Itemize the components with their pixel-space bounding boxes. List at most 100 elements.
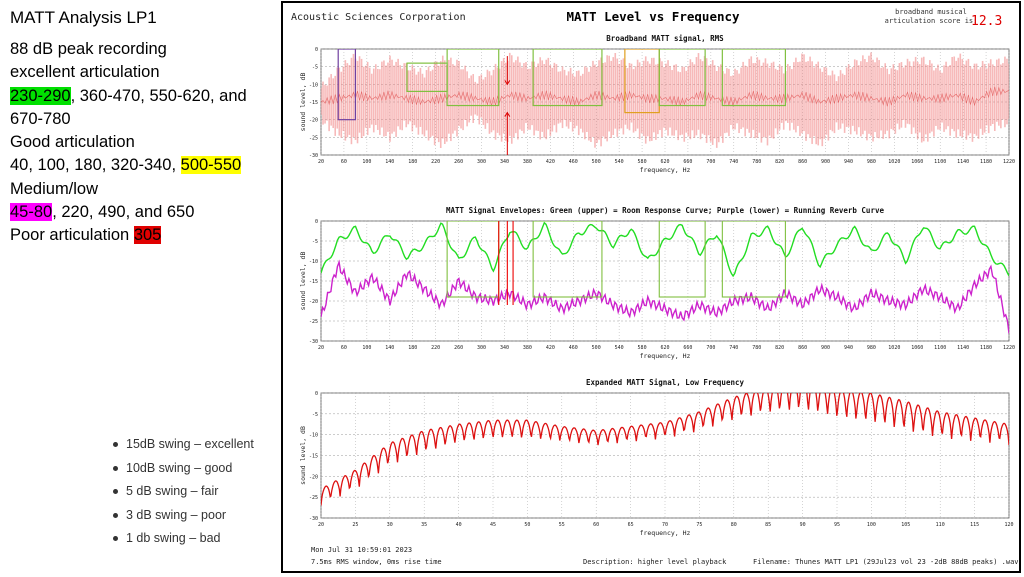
x-tick-label: 1180: [980, 345, 992, 351]
annotation-box: [721, 221, 786, 298]
x-tick-label: 980: [867, 345, 876, 351]
plots-group: Broadband MATT signal, RMS 0 -5 -10 -15 -20 -2…: [299, 34, 1015, 537]
swing-legend-item: 15dB swing – excellent: [112, 433, 254, 457]
y-tick-label: -25: [309, 495, 318, 501]
x-tick-label: 900: [821, 159, 830, 165]
note-line: Medium/low: [10, 178, 247, 201]
x-tick-label: 780: [752, 159, 761, 165]
chart-2: MATT Signal Envelopes: Green (upper) = R…: [299, 206, 1015, 360]
chart-1: Broadband MATT signal, RMS 0 -5 -10 -15 -20 -2…: [299, 34, 1015, 174]
note-line: 230-290, 360-470, 550-620, and: [10, 85, 247, 108]
x-tick-label: 380: [523, 345, 532, 351]
footer-description: Description: higher level playback: [583, 558, 727, 566]
x-tick-label: 1140: [957, 345, 969, 351]
x-tick-label: 1060: [911, 159, 923, 165]
note-text: 88 dB peak recording: [10, 40, 167, 58]
x-tick-label: 220: [431, 159, 440, 165]
y-tick-label: -30: [309, 153, 318, 159]
matt-figure-canvas: Acoustic Sciences Corporation MATT Level…: [291, 8, 1019, 566]
swing-legend-item: 3 dB swing – poor: [112, 504, 254, 528]
analysis-title: MATT Analysis LP1: [10, 8, 157, 27]
note-text: Medium/low: [10, 179, 99, 198]
x-tick-label: 180: [408, 345, 417, 351]
y-tick-label: -10: [309, 259, 318, 265]
reverb-curve-line: [321, 259, 1009, 334]
x-tick-label: 80: [731, 522, 737, 528]
x-tick-label: 700: [706, 345, 715, 351]
highlighted-range: 305: [133, 226, 162, 245]
annotation-box: [337, 49, 357, 121]
x-tick-label: 35: [421, 522, 427, 528]
x-tick-label: 1180: [980, 159, 992, 165]
footer-filename: Filename: Thunes MATT LP1 (29Jul23 vol 2…: [753, 558, 1019, 566]
main-title: MATT Level vs Frequency: [566, 9, 740, 24]
x-tick-label: 340: [500, 345, 509, 351]
score-label-1: broadband musical: [895, 8, 967, 16]
x-tick-label: 140: [385, 345, 394, 351]
x-tick-label: 660: [683, 345, 692, 351]
x-tick-label: 540: [615, 159, 624, 165]
x-tick-label: 1020: [888, 345, 900, 351]
y-tick-label: -20: [309, 474, 318, 480]
x-tick-label: 100: [362, 345, 371, 351]
annotation-box: [446, 49, 500, 107]
arrow-head: [504, 80, 511, 86]
x-tick-label: 85: [765, 522, 771, 528]
highlighted-range: 500-550: [180, 156, 242, 175]
chart-title: Expanded MATT Signal, Low Frequency: [586, 378, 745, 387]
x-tick-label: 540: [615, 345, 624, 351]
x-tick-label: 60: [593, 522, 599, 528]
low-frequency-line: [321, 393, 1009, 506]
y-tick-label: 0: [315, 391, 318, 397]
matt-figure: Acoustic Sciences Corporation MATT Level…: [281, 1, 1021, 573]
note-text: , 220, 490, and 650: [52, 203, 195, 222]
chart-title: MATT Signal Envelopes: Green (upper) = R…: [446, 206, 884, 215]
x-tick-label: 700: [706, 159, 715, 165]
note-line: 45-80, 220, 490, and 650: [10, 201, 247, 224]
swing-legend-item: 1 db swing – bad: [112, 527, 254, 551]
arrow-head: [504, 111, 511, 117]
y-tick-label: -10: [309, 82, 318, 88]
x-tick-label: 940: [844, 159, 853, 165]
footer-date: Mon Jul 31 10:59:01 2023: [311, 546, 412, 554]
x-tick-label: 580: [638, 345, 647, 351]
x-tick-label: 460: [569, 345, 578, 351]
x-tick-label: 1100: [934, 159, 946, 165]
y-axis-label: sound level, dB: [299, 252, 307, 311]
x-tick-label: 1140: [957, 159, 969, 165]
x-tick-label: 30: [387, 522, 393, 528]
articulation-notes: 88 dB peak recording excellent articulati…: [10, 38, 247, 248]
note-text: Good articulation: [10, 133, 135, 152]
y-tick-label: -5: [312, 412, 318, 418]
note-text: excellent articulation: [10, 63, 160, 82]
score-value: 12.3: [971, 14, 1002, 29]
swing-legend-item: 5 dB swing – fair: [112, 480, 254, 504]
x-axis-label: frequency, Hz: [640, 352, 691, 360]
note-text: 670-780: [10, 109, 71, 128]
x-tick-label: 40: [456, 522, 462, 528]
note-line: 40, 100, 180, 320-340, 500-550: [10, 154, 247, 177]
note-line: Poor articulation 305: [10, 224, 247, 247]
annotation-box: [446, 221, 500, 298]
x-axis-label: frequency, Hz: [640, 166, 691, 174]
swing-legend-item: 10dB swing – good: [112, 457, 254, 481]
x-tick-label: 60: [341, 159, 347, 165]
note-line: 670-780: [10, 108, 247, 131]
x-tick-label: 20: [318, 522, 324, 528]
x-tick-label: 110: [936, 522, 945, 528]
x-tick-label: 1220: [1003, 159, 1015, 165]
note-text: , 360-470, 550-620, and: [70, 86, 247, 105]
x-tick-label: 20: [318, 345, 324, 351]
x-tick-label: 380: [523, 159, 532, 165]
x-tick-label: 95: [834, 522, 840, 528]
x-tick-label: 1020: [888, 159, 900, 165]
x-tick-label: 105: [901, 522, 910, 528]
swing-legend-list: 15dB swing – excellent 10dB swing – good 5…: [112, 433, 254, 551]
x-tick-label: 75: [696, 522, 702, 528]
plot-area: [321, 221, 1009, 334]
x-tick-label: 620: [660, 159, 669, 165]
x-axis-label: frequency, Hz: [640, 529, 691, 537]
x-tick-label: 260: [454, 345, 463, 351]
y-tick-label: -15: [309, 454, 318, 460]
x-tick-label: 260: [454, 159, 463, 165]
